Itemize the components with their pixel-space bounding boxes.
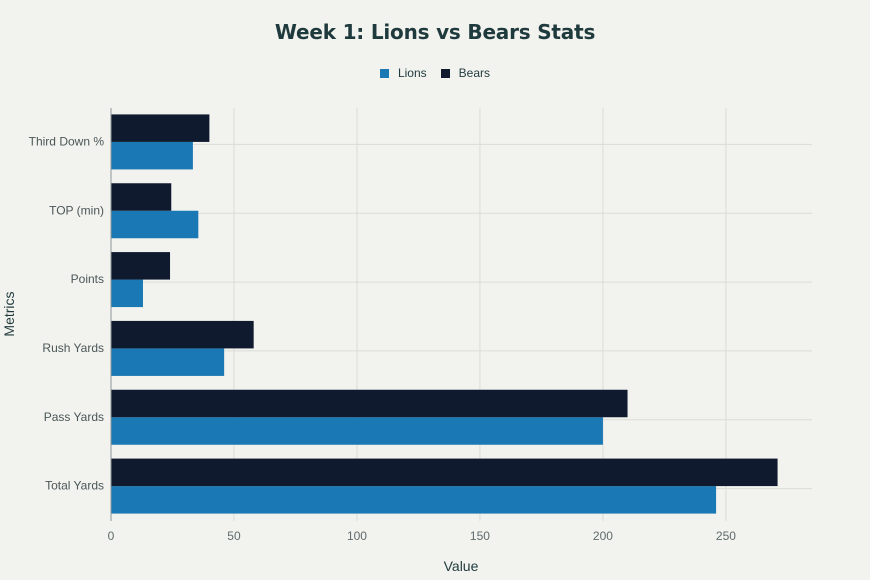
y-axis-title: Metrics [1, 291, 17, 336]
bars-layer [111, 114, 778, 514]
bar-bears [111, 458, 778, 487]
x-tick-label: 200 [593, 529, 613, 543]
bar-lions [111, 141, 193, 170]
legend-label-bears: Bears [458, 66, 491, 80]
x-axis-title: Value [444, 558, 479, 574]
bar-bears [111, 252, 171, 280]
legend-swatch-lions [379, 68, 389, 78]
y-tick-label: Third Down % [29, 134, 105, 148]
bar-lions [111, 279, 143, 308]
legend-swatch-bears [440, 68, 450, 78]
legend: Lions Bears [0, 66, 870, 80]
y-tick-label: TOP (min) [49, 203, 104, 217]
x-tick-label: 250 [716, 529, 736, 543]
y-tick-label: Total Yards [45, 479, 104, 493]
bar-lions [111, 486, 717, 514]
bar-bears [111, 320, 254, 349]
bar-bears [111, 114, 210, 142]
x-tick-label: 150 [470, 529, 490, 543]
bar-lions [111, 210, 199, 239]
bar-lions [111, 348, 225, 376]
chart-title: Week 1: Lions vs Bears Stats [274, 20, 596, 44]
legend-item-lions[interactable]: Lions [379, 66, 427, 80]
y-tick-label: Points [71, 272, 104, 286]
axis-layer: 0 50 100 150 200 250 Total Yards Pass Yards Rush… [29, 108, 736, 543]
y-tick-label: Pass Yards [44, 410, 104, 424]
x-tick-label: 50 [227, 529, 241, 543]
y-tick-label: Rush Yards [42, 341, 104, 355]
legend-item-bears[interactable]: Bears [440, 66, 491, 80]
legend-label-lions: Lions [397, 66, 427, 80]
bar-bears [111, 389, 628, 418]
x-tick-label: 100 [347, 529, 367, 543]
bar-bears [111, 183, 172, 211]
x-tick-label: 0 [108, 529, 115, 543]
bar-lions [111, 417, 603, 445]
